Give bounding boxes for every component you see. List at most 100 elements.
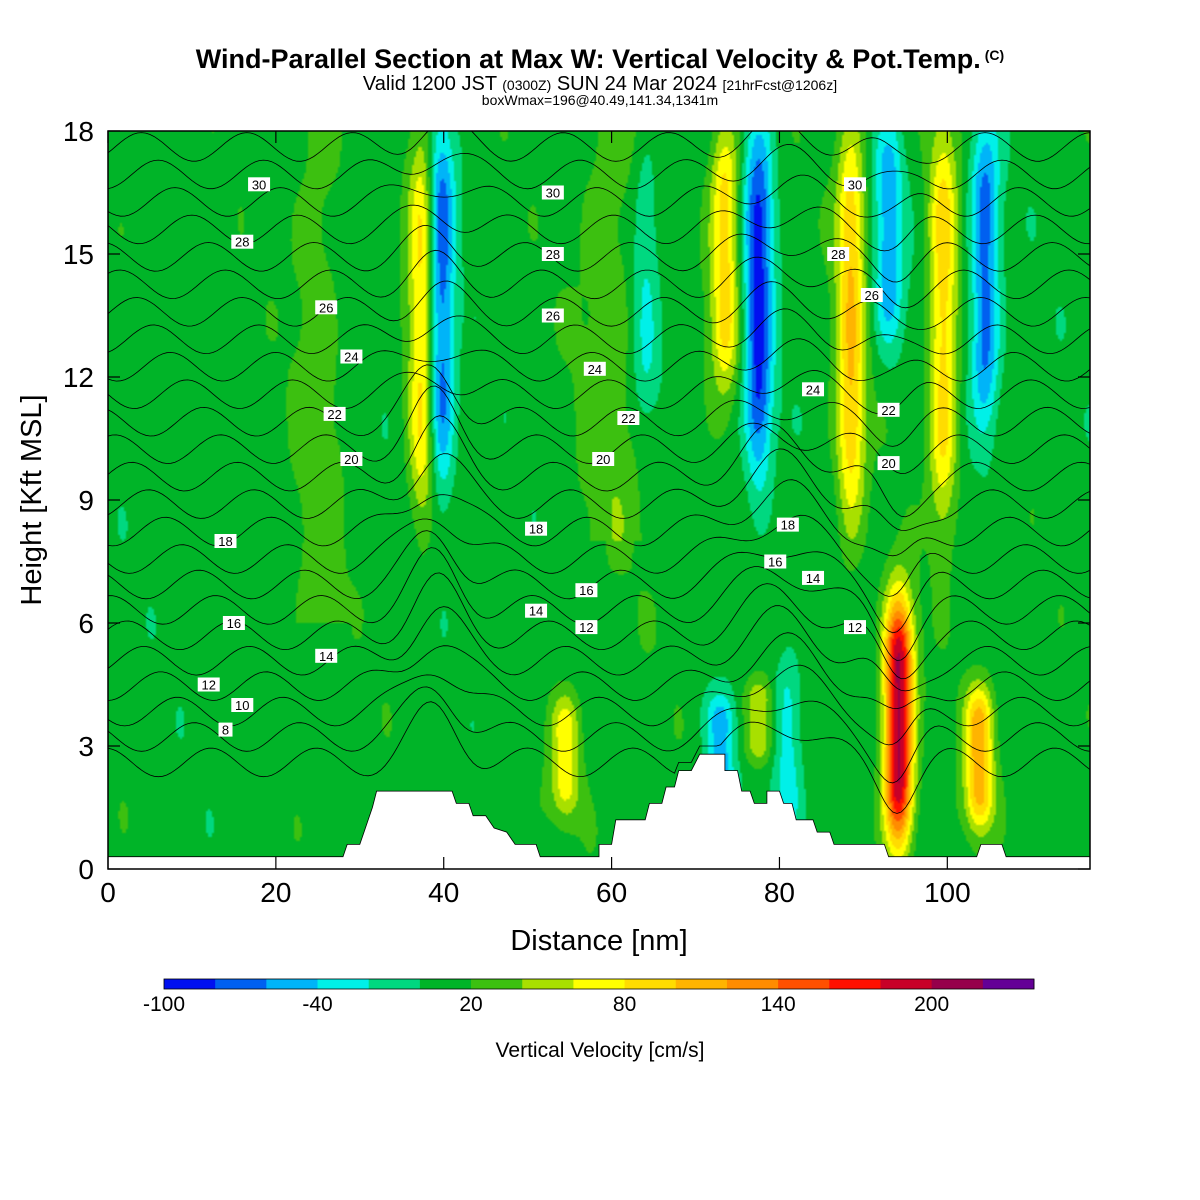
terrain — [107, 753, 1091, 870]
colorbar-swatch — [829, 979, 881, 989]
svg-text:30: 30 — [546, 186, 560, 201]
svg-text:28: 28 — [546, 247, 560, 262]
colorbar-swatch — [471, 979, 523, 989]
theta-contour — [108, 605, 1090, 692]
x-tick-label: 0 — [100, 877, 116, 908]
x-tick-label: 60 — [596, 877, 627, 908]
colorbar-swatch — [931, 979, 984, 989]
colorbar-swatch — [726, 979, 779, 989]
y-tick-label: 0 — [78, 854, 94, 885]
valid-date: SUN 24 Mar 2024 — [556, 73, 717, 95]
colorbar-swatch — [368, 979, 421, 989]
contour-label: 20 — [340, 452, 363, 467]
contour-label: 28 — [827, 247, 850, 262]
x-tick-label: 100 — [924, 877, 971, 908]
theta-contour — [108, 174, 1090, 218]
theta-contour — [108, 415, 1090, 518]
svg-text:16: 16 — [768, 555, 782, 570]
contour-labels: 8 10 12 14 16 18 20 22 24 26 28 30 14 12 16 18 20 22 24 26 2… — [197, 177, 900, 738]
svg-text:22: 22 — [327, 407, 341, 422]
theta-contour — [108, 632, 1090, 710]
valid-prefix: Valid 1200 JST — [362, 73, 497, 95]
x-tick-label: 80 — [764, 877, 795, 908]
theta-contour — [108, 514, 1090, 597]
y-tick-label: 15 — [63, 239, 94, 270]
colorbar-swatch — [624, 979, 677, 989]
svg-text:12: 12 — [848, 620, 862, 635]
svg-text:22: 22 — [621, 411, 635, 426]
theta-contour — [108, 364, 1090, 447]
svg-text:28: 28 — [831, 247, 845, 262]
contour-label: 14 — [802, 570, 825, 586]
colorbar-swatch — [982, 979, 1035, 989]
copyright-mark: (C) — [984, 47, 1005, 63]
x-axis: 0 20 40 60 80 100 — [100, 131, 971, 908]
contour-label: 20 — [592, 452, 615, 467]
svg-text:18: 18 — [529, 522, 543, 537]
colorbar-swatch — [419, 979, 472, 989]
svg-text:20: 20 — [881, 456, 895, 471]
svg-text:12: 12 — [579, 620, 593, 635]
contour-label: 28 — [231, 234, 254, 250]
svg-text:24: 24 — [344, 350, 358, 365]
colorbar-swatch — [266, 979, 318, 989]
theta-contour — [108, 204, 1090, 252]
contour-label: 18 — [214, 534, 237, 549]
svg-text:24: 24 — [806, 382, 820, 397]
valid-utc: (0300Z) — [502, 77, 552, 93]
vertical-velocity-field — [108, 131, 1090, 869]
contour-label: 8 — [218, 722, 233, 738]
svg-text:18: 18 — [781, 518, 795, 533]
x-tick-label: 40 — [428, 877, 459, 908]
colorbar-tick-label: 80 — [613, 993, 636, 1016]
svg-text:16: 16 — [227, 616, 241, 631]
colorbar-swatch — [215, 979, 267, 989]
contour-label: 22 — [617, 411, 640, 426]
contour-label: 10 — [231, 698, 254, 713]
boxwmax-line: boxWmax=196@40.49,141.34,1341m — [481, 92, 719, 108]
colorbar: -100 -40 20 80 140 200 — [143, 978, 1035, 1016]
x-tick-label: 20 — [260, 877, 291, 908]
contour-label: 22 — [323, 406, 346, 422]
colorbar-tick-label: -40 — [302, 993, 332, 1016]
y-axis: 0 3 6 9 12 15 18 — [63, 116, 1090, 885]
theta-contour — [108, 308, 1090, 355]
theta-contour — [108, 224, 1090, 283]
colorbar-swatch — [164, 979, 216, 989]
contour-label: 30 — [541, 185, 564, 201]
svg-text:26: 26 — [319, 300, 333, 315]
colorbar-tick-label: 140 — [761, 993, 796, 1016]
contour-label: 18 — [525, 521, 548, 537]
colorbar-frame — [163, 978, 1035, 990]
contour-label: 12 — [575, 620, 598, 635]
contour-label: 20 — [877, 456, 900, 471]
svg-text:10: 10 — [235, 698, 249, 713]
potential-temperature-contours — [108, 131, 1090, 814]
theta-contour — [108, 664, 1090, 746]
svg-text:24: 24 — [588, 362, 602, 377]
theta-contour — [108, 547, 1090, 661]
svg-text:30: 30 — [252, 177, 266, 192]
theta-contour — [108, 249, 1090, 309]
theta-contour — [108, 530, 1090, 634]
theta-contour — [108, 338, 1090, 382]
colorbar-tick-label: 200 — [914, 993, 949, 1016]
title-text: Wind-Parallel Section at Max W: Vertical… — [195, 44, 981, 74]
theta-contour — [108, 370, 1090, 415]
y-tick-label: 9 — [78, 485, 94, 516]
colorbar-label: Vertical Velocity [cm/s] — [496, 1039, 705, 1062]
svg-text:30: 30 — [848, 177, 862, 192]
colorbar-swatch — [317, 979, 370, 989]
contour-label: 16 — [764, 554, 787, 570]
contour-label: 16 — [575, 583, 598, 598]
theta-contour — [108, 701, 1090, 814]
svg-text:20: 20 — [344, 452, 358, 467]
svg-text:14: 14 — [806, 571, 820, 586]
svg-text:14: 14 — [319, 649, 333, 664]
contour-label: 28 — [541, 247, 564, 262]
svg-text:28: 28 — [235, 235, 249, 250]
y-tick-label: 6 — [78, 608, 94, 639]
contour-label: 18 — [776, 517, 799, 533]
theta-contour — [108, 280, 1090, 330]
